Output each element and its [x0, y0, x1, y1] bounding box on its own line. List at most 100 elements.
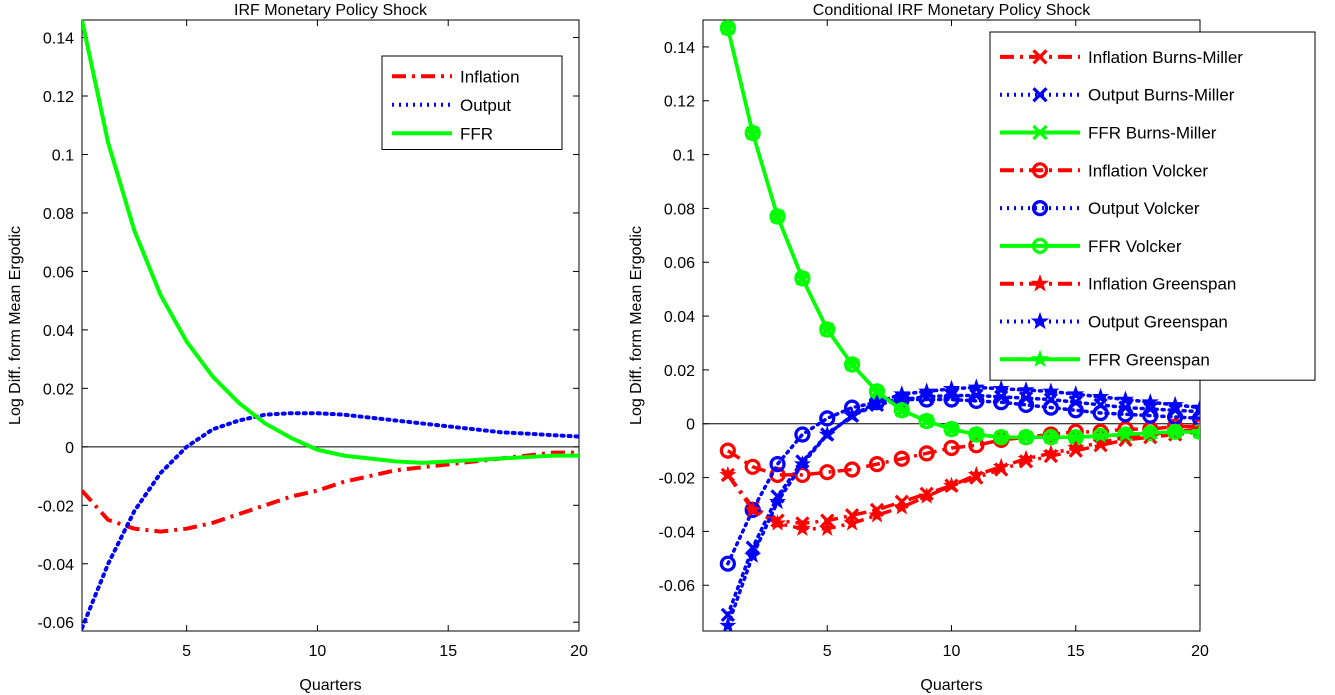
data-point — [943, 391, 960, 408]
data-point — [843, 461, 861, 478]
chart-title: Conditional IRF Monetary Policy Shock — [813, 2, 1091, 19]
series-group — [719, 20, 1200, 631]
chart-title: IRF Monetary Policy Shock — [234, 2, 428, 19]
data-point — [968, 437, 985, 454]
data-point — [1092, 433, 1110, 450]
data-point — [1042, 428, 1060, 445]
x-tick-label: 5 — [823, 643, 832, 660]
data-point — [992, 379, 1010, 397]
y-tick-label: 0.06 — [43, 264, 74, 281]
data-point — [819, 410, 836, 427]
data-point — [868, 382, 886, 399]
data-point — [794, 426, 811, 443]
legend-marker — [1031, 237, 1049, 254]
y-tick-label: 0.02 — [43, 381, 74, 398]
legend-marker — [1031, 200, 1049, 217]
data-point — [967, 378, 985, 395]
data-point — [967, 425, 985, 442]
data-point — [1067, 428, 1085, 445]
legend-label: Output Volcker — [1088, 199, 1200, 218]
y-tick-label: 0.12 — [664, 94, 695, 111]
y-tick-label: -0.06 — [38, 615, 75, 632]
data-point — [1141, 393, 1159, 410]
data-point — [1191, 398, 1200, 415]
data-point — [1191, 422, 1200, 440]
data-point — [918, 382, 936, 399]
data-point — [992, 457, 1010, 475]
data-point — [1092, 426, 1110, 444]
data-point — [918, 487, 936, 504]
y-axis-label: Log Diff. form Mean Ergodic — [7, 226, 24, 425]
legend-label: Output Burns-Miller — [1088, 86, 1235, 105]
legend-label: Output Greenspan — [1088, 313, 1228, 332]
y-tick-label: -0.06 — [659, 578, 696, 595]
data-point — [744, 500, 762, 518]
data-point — [1116, 425, 1135, 442]
data-point — [768, 207, 787, 224]
legend-label: FFR Greenspan — [1088, 350, 1210, 369]
data-point — [819, 464, 836, 481]
data-point — [992, 428, 1010, 445]
data-point — [768, 514, 787, 531]
data-point — [942, 420, 961, 437]
y-tick-label: 0.14 — [43, 31, 74, 48]
x-tick-label: 10 — [943, 643, 961, 660]
data-point — [843, 514, 861, 531]
data-point — [893, 450, 910, 467]
data-point — [719, 442, 736, 459]
y-axis-label: Log Diff. form Mean Ergodic — [628, 226, 645, 425]
data-point — [1141, 424, 1159, 441]
data-point — [744, 546, 762, 563]
data-point — [719, 555, 736, 572]
data-point — [719, 465, 737, 483]
data-point — [843, 355, 861, 372]
y-tick-label: -0.04 — [38, 557, 75, 574]
data-point — [893, 385, 911, 402]
chart-1: -0.06 -0.04 -0.02 0 0.02 0.04 0.06 0.08 0.1 0.12 0… — [7, 2, 588, 694]
data-point — [1191, 410, 1200, 427]
x-axis-label: Quarters — [299, 677, 361, 694]
legend-label: FFR Burns-Miller — [1088, 124, 1217, 143]
data-point — [793, 455, 811, 472]
data-point — [1067, 438, 1085, 456]
legend-marker — [1031, 162, 1049, 179]
legend-marker — [1032, 49, 1048, 65]
data-point — [843, 406, 861, 423]
data-point — [968, 392, 985, 409]
x-tick-label: 10 — [309, 643, 327, 660]
series-line-inflation-volcker — [726, 424, 1200, 477]
y-tick-label: 0.1 — [673, 148, 695, 165]
legend-label: FFR Volcker — [1088, 237, 1182, 256]
y-tick-label: 0 — [686, 417, 695, 434]
legend-label: Inflation Volcker — [1088, 161, 1208, 180]
data-point — [918, 412, 936, 429]
data-point — [818, 425, 836, 442]
y-tick-label: 0.08 — [664, 201, 695, 218]
data-point — [1092, 387, 1110, 405]
data-point — [868, 393, 886, 410]
chart-2: -0.06 -0.04 -0.02 0 0.02 0.04 0.06 0.08 0.1 0.12 0… — [628, 2, 1316, 694]
data-point — [793, 519, 811, 537]
data-point — [818, 320, 836, 337]
data-point — [1042, 444, 1060, 461]
series-line-ffr — [82, 20, 579, 465]
data-point — [1116, 390, 1135, 407]
y-tick-label: -0.02 — [38, 498, 75, 515]
data-point — [1017, 396, 1035, 414]
data-point — [942, 379, 961, 397]
data-point — [1092, 404, 1109, 422]
x-tick-label: 15 — [1067, 643, 1085, 660]
data-point — [1017, 428, 1035, 445]
data-point — [868, 506, 886, 523]
data-point — [744, 124, 762, 141]
data-point — [1067, 385, 1085, 402]
data-point — [1042, 382, 1060, 399]
legend-label: Inflation Greenspan — [1088, 275, 1236, 294]
legend-marker — [1030, 274, 1050, 292]
data-point — [1166, 395, 1184, 413]
data-point — [744, 458, 761, 475]
legend: Inflation Output FFR — [381, 55, 563, 150]
data-point — [893, 498, 911, 515]
data-point — [918, 445, 935, 462]
